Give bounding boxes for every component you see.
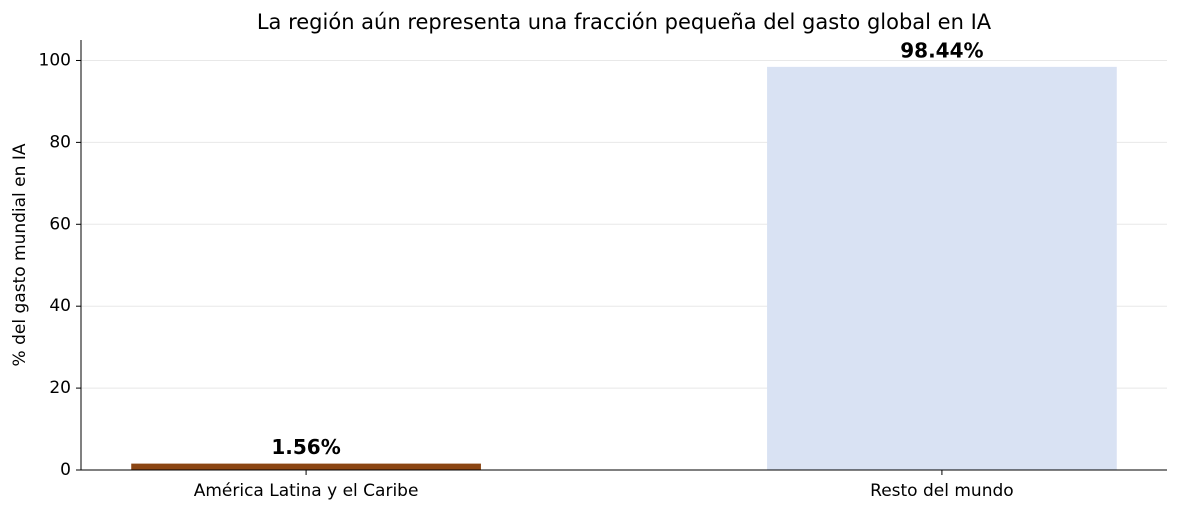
chart-title: La región aún representa una fracción pe… [257,10,992,34]
value-label: 1.56% [271,435,340,459]
y-tick-label: 100 [39,50,71,70]
x-tick-label: Resto del mundo [870,481,1014,501]
y-tick-label: 0 [60,460,71,480]
y-tick-label: 80 [49,132,71,152]
y-tick-label: 20 [49,378,71,398]
bar [131,463,481,470]
y-tick-label: 40 [49,296,71,316]
x-tick-label: América Latina y el Caribe [194,481,419,501]
bar [767,66,1117,471]
y-tick-label: 60 [49,214,71,234]
y-axis-label: % del gasto mundial en IA [10,143,30,366]
value-label: 98.44% [900,38,983,62]
